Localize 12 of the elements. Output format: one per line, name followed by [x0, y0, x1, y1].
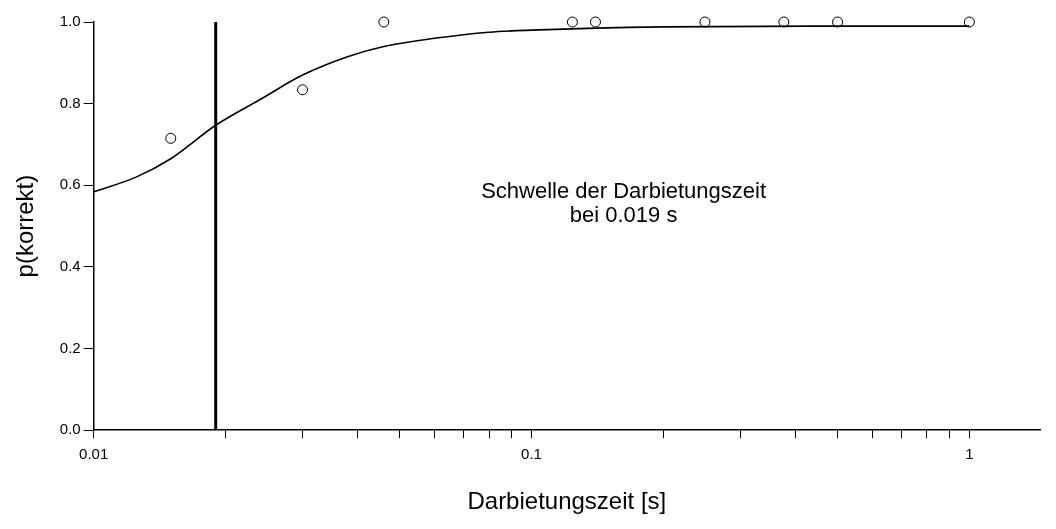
y-tick-label: 0.8 [59, 93, 81, 111]
annotation: Schwelle der Darbietungszeit bei 0.019 s [481, 177, 767, 227]
x-tick-label: 0.1 [521, 445, 542, 463]
x-tick-label: 0.01 [79, 445, 109, 463]
y-axis-title: p(korrekt) [11, 174, 39, 278]
x-axis-title: Darbietungszeit [s] [467, 487, 667, 515]
y-tick-label: 0.2 [59, 338, 81, 356]
y-tick-label: 0.6 [59, 175, 81, 193]
y-tick-label: 0.0 [59, 420, 81, 438]
x-tick-label: 1 [965, 445, 974, 463]
y-tick-label: 0.4 [59, 257, 81, 275]
y-tick-label: 1.0 [59, 12, 81, 30]
